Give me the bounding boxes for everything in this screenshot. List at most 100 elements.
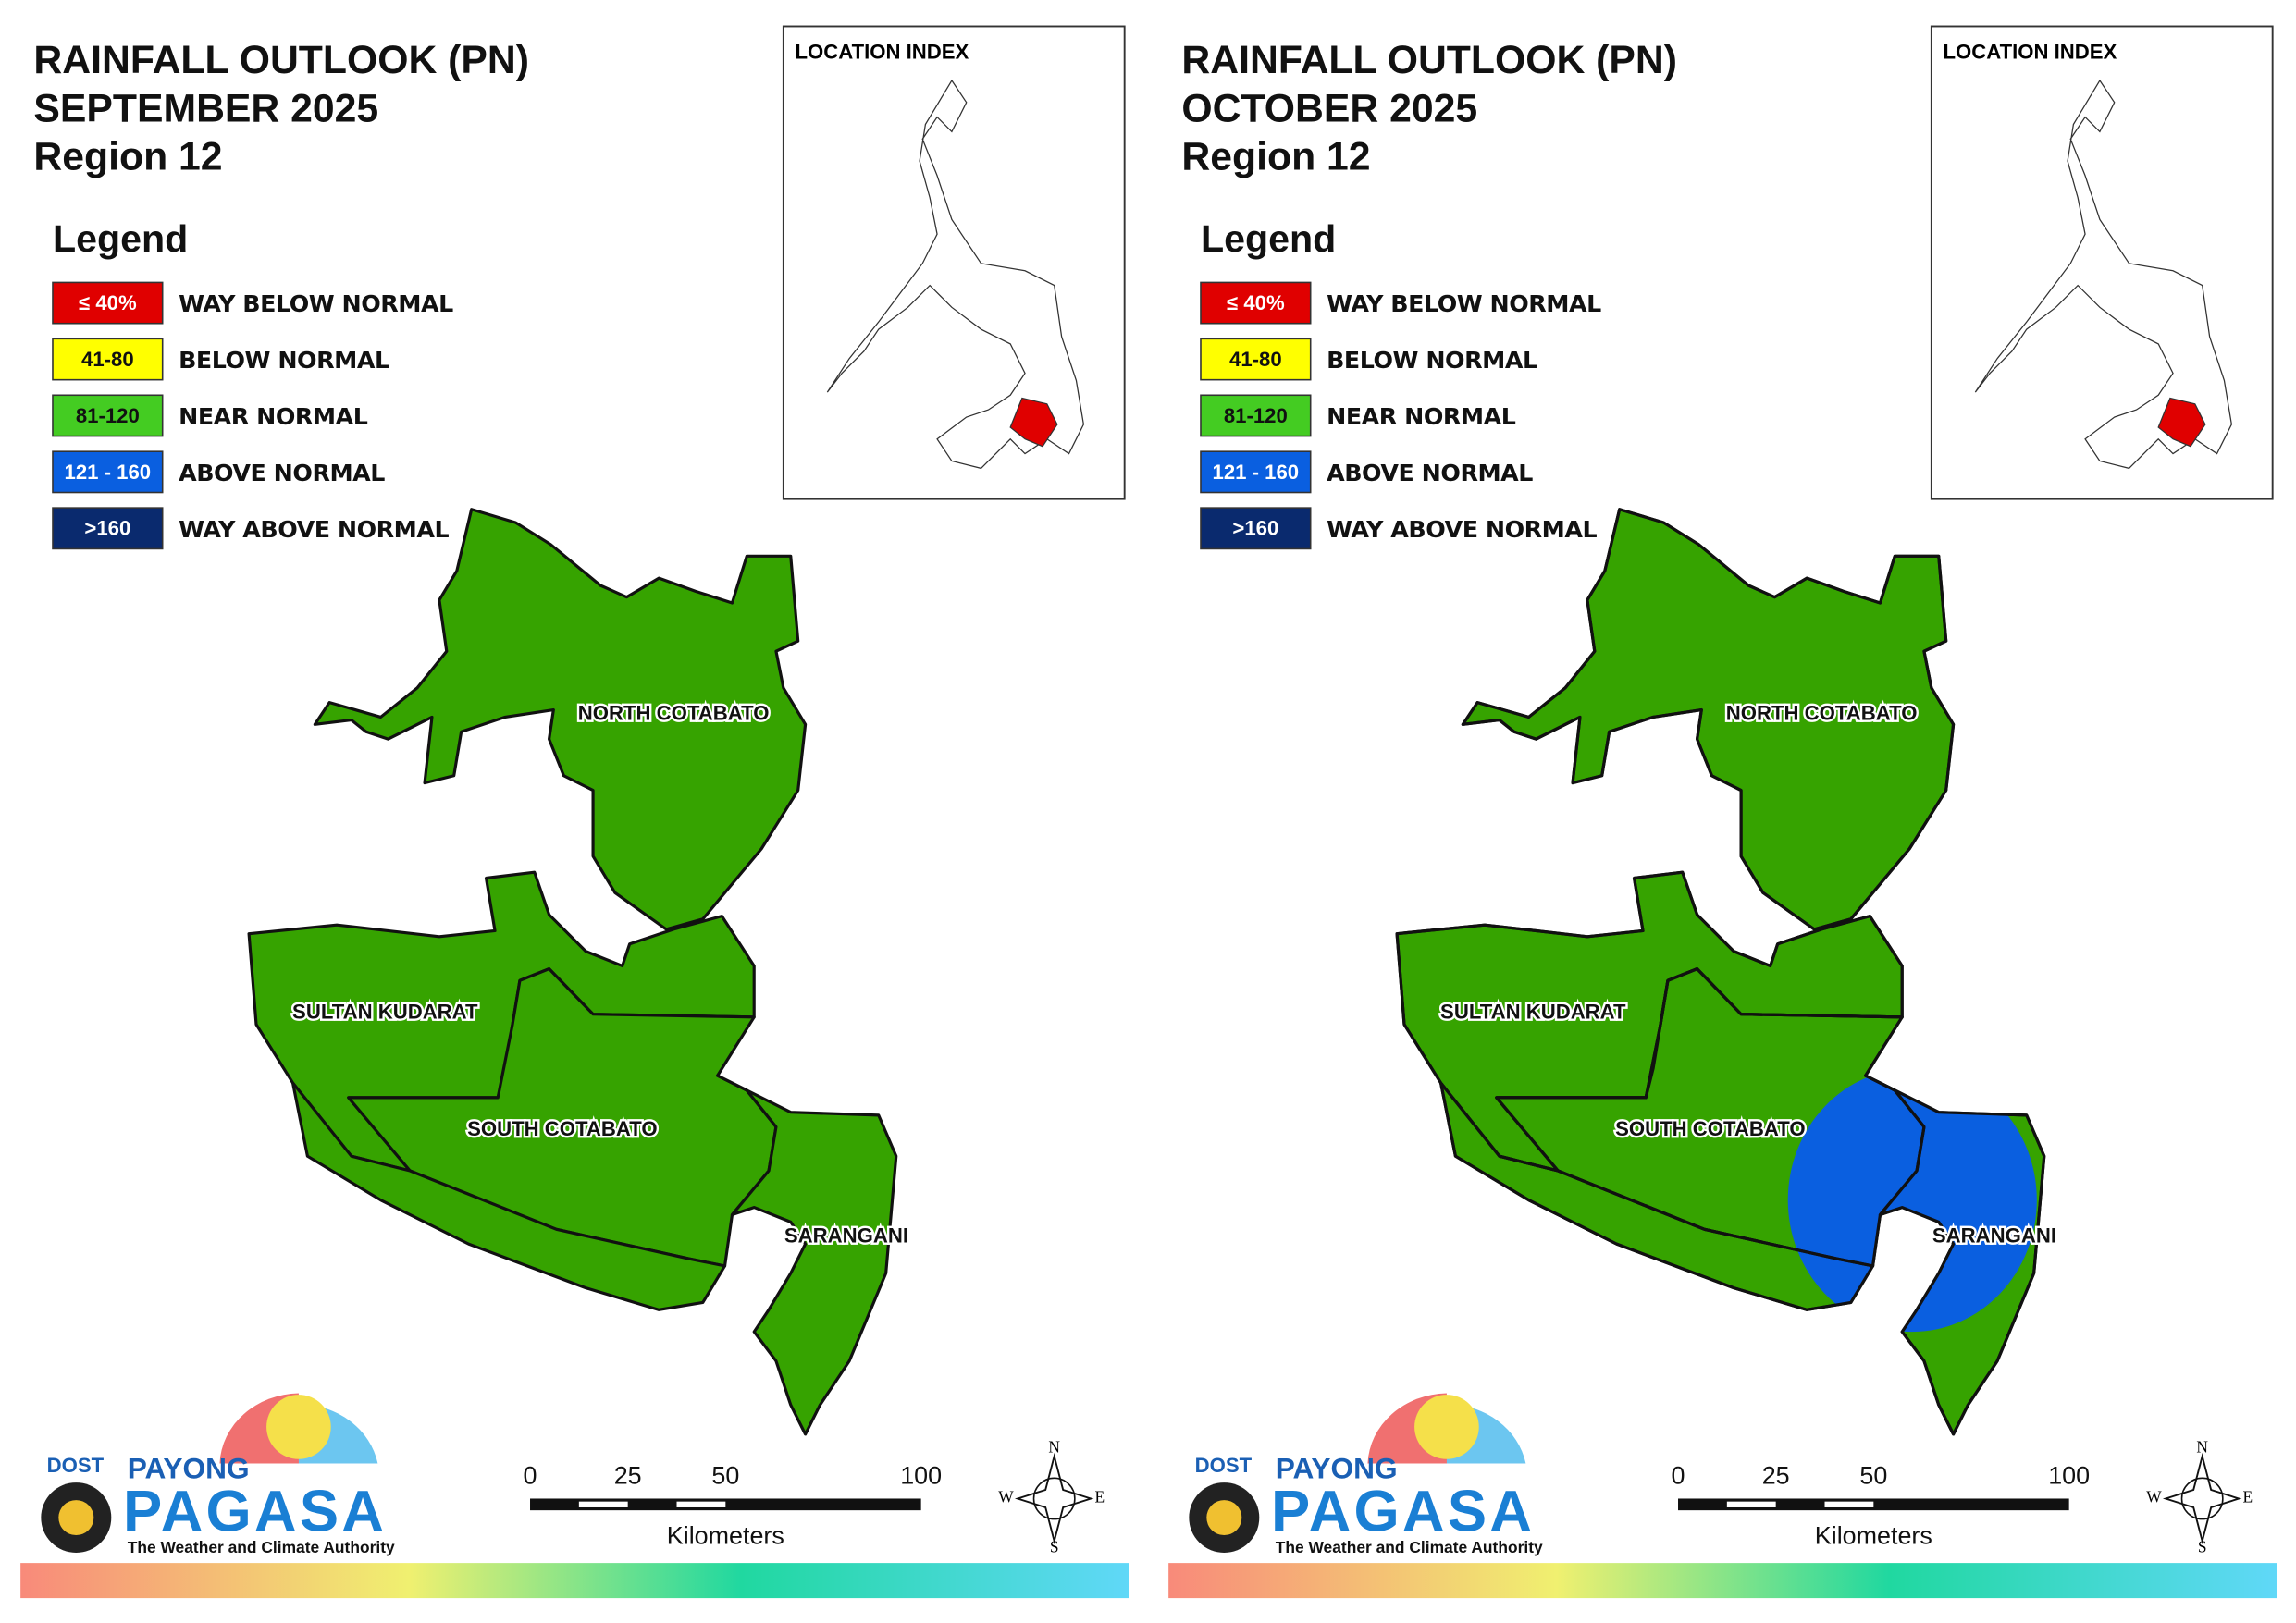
province-border [1864, 1074, 2046, 1436]
location-index-title: LOCATION INDEX [796, 40, 969, 63]
compass-ring [2180, 1477, 2224, 1520]
compass-letter: E [1094, 1487, 1105, 1506]
legend-range: 81-120 [1224, 404, 1288, 427]
compass-letter: S [1050, 1537, 1059, 1555]
legend-swatch [52, 450, 164, 494]
province-border [1461, 508, 1956, 931]
legend-swatch [1200, 507, 1312, 550]
scale-tick: 50 [711, 1462, 739, 1490]
province-label: NORTH COTABATO [1726, 702, 1918, 725]
scale-tick: 50 [1859, 1462, 1887, 1490]
legend-swatch [52, 338, 164, 381]
compass-letter: E [2242, 1487, 2253, 1506]
legend-range: 41-80 [1229, 348, 1282, 371]
map-title: RAINFALL OUTLOOK (PN) [33, 38, 529, 82]
map-title: RAINFALL OUTLOOK (PN) [1181, 38, 1677, 82]
scale-segment [1824, 1501, 1874, 1507]
legend-range: 121 - 160 [1213, 461, 1300, 484]
above-normal-area [1787, 1068, 2037, 1333]
legend-label: NEAR NORMAL [179, 402, 368, 430]
compass-letter: N [2196, 1438, 2208, 1457]
map-title: Region 12 [33, 135, 222, 179]
philippines-outline [826, 79, 1085, 470]
legend-swatch [52, 394, 164, 437]
province [313, 508, 808, 931]
logo-pagasa: PAGASA [1271, 1479, 1535, 1543]
logo-sun [1414, 1395, 1479, 1459]
color-strip [20, 1563, 1129, 1599]
legend-label: WAY BELOW NORMAL [179, 289, 453, 317]
compass-letter: N [1048, 1438, 1060, 1457]
legend-range: >160 [1232, 517, 1278, 540]
scale-tick: 0 [524, 1462, 537, 1490]
province-label: SOUTH COTABATO [1615, 1117, 1805, 1140]
logo-dost: DOST [1195, 1454, 1253, 1477]
compass-letter: S [2198, 1537, 2207, 1555]
legend-label: WAY ABOVE NORMAL [1327, 515, 1597, 543]
legend-label: BELOW NORMAL [179, 346, 389, 374]
map-title: OCTOBER 2025 [1181, 86, 1477, 130]
legend-label: BELOW NORMAL [1327, 346, 1537, 374]
province-label: NORTH COTABATO [578, 702, 770, 725]
logo-seal-inner [1206, 1500, 1242, 1536]
province [716, 1074, 898, 1436]
legend-range: 121 - 160 [65, 461, 152, 484]
legend-swatch [1200, 338, 1312, 381]
logo-seal-inner [58, 1500, 94, 1536]
legend-label: NEAR NORMAL [1327, 402, 1516, 430]
logo-dost: DOST [47, 1454, 105, 1477]
legend-title: Legend [1201, 217, 1336, 260]
region-12-highlight [1009, 397, 1058, 448]
logo-payong: PAYONG [128, 1451, 250, 1484]
legend-title: Legend [53, 217, 188, 260]
province-label: SARANGANI [1932, 1224, 2056, 1248]
compass-rose [1014, 1452, 1094, 1545]
scale-tick: 25 [614, 1462, 642, 1490]
legend-swatch [1200, 450, 1312, 494]
legend-label: ABOVE NORMAL [179, 459, 385, 486]
scale-tick: 100 [2048, 1462, 2090, 1490]
philippines-outline [1974, 79, 2233, 470]
legend-swatch [52, 507, 164, 550]
legend-range: 81-120 [76, 404, 140, 427]
province-label: SARANGANI [784, 1224, 908, 1248]
legend-swatch [1200, 281, 1312, 325]
logo-tagline: The Weather and Climate Authority [1276, 1538, 1543, 1556]
map-title: SEPTEMBER 2025 [33, 86, 378, 130]
location-index-title: LOCATION INDEX [1944, 40, 2117, 63]
scale-segment [676, 1501, 726, 1507]
scale-tick: 0 [1672, 1462, 1685, 1490]
compass-letter: W [998, 1487, 1014, 1506]
map-panel: RAINFALL OUTLOOK (PN)OCTOBER 2025 Region … [1168, 25, 2277, 1599]
logo-pagasa: PAGASA [123, 1479, 387, 1543]
map-panel: RAINFALL OUTLOOK (PN)SEPTEMBER 2025 Regio… [20, 25, 1129, 1599]
scale-unit: Kilometers [1815, 1522, 1932, 1550]
province-label: SOUTH COTABATO [467, 1117, 657, 1140]
scale-segment [1726, 1501, 1776, 1507]
color-strip [1168, 1563, 2277, 1599]
logo-sun [266, 1395, 331, 1459]
legend-range: ≤ 40% [1227, 291, 1285, 314]
legend-label: WAY BELOW NORMAL [1327, 289, 1601, 317]
province-border [1438, 1081, 1875, 1311]
logo-payong: PAYONG [1276, 1451, 1398, 1484]
legend-label: WAY ABOVE NORMAL [179, 515, 449, 543]
compass-ring [1032, 1477, 1076, 1520]
legend-range: 41-80 [81, 348, 134, 371]
province-label: SULTAN KUDARAT [1440, 1000, 1626, 1023]
legend-swatch [52, 281, 164, 325]
logo-tagline: The Weather and Climate Authority [128, 1538, 395, 1556]
region-12-highlight [2157, 397, 2206, 448]
scale-unit: Kilometers [667, 1522, 784, 1550]
province-label: SULTAN KUDARAT [292, 1000, 478, 1023]
legend-range: >160 [84, 517, 130, 540]
legend-range: ≤ 40% [79, 291, 137, 314]
province [290, 1081, 727, 1311]
scale-tick: 100 [900, 1462, 942, 1490]
compass-letter: W [2146, 1487, 2162, 1506]
scale-segment [578, 1501, 628, 1507]
compass-rose [2162, 1452, 2242, 1545]
scale-tick: 25 [1762, 1462, 1790, 1490]
